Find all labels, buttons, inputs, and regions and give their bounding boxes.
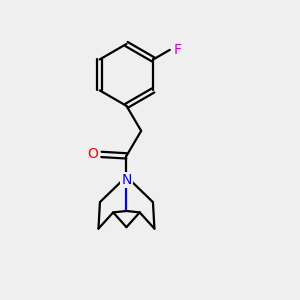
Text: F: F (174, 43, 182, 57)
Text: O: O (88, 147, 99, 161)
Text: N: N (121, 173, 132, 187)
